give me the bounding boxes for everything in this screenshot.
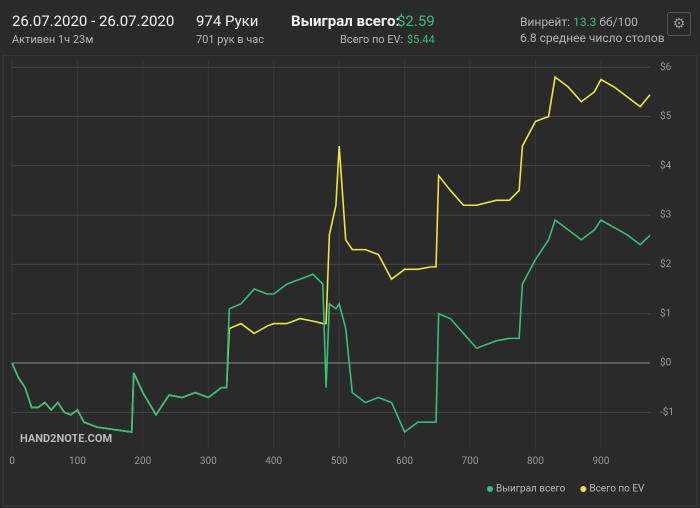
x-tick-label: 0 (9, 456, 15, 467)
x-tick-label: 400 (265, 456, 282, 467)
settings-button[interactable]: ⚙ (667, 12, 691, 36)
winrate-unit: бб/100 (599, 15, 638, 29)
series-line (11, 75, 651, 433)
x-tick-label: 800 (527, 456, 544, 467)
chart-frame (2, 55, 698, 507)
y-tick-label: $3 (660, 208, 671, 221)
x-tick-label: 300 (200, 456, 217, 467)
won-value: $2.59 (397, 12, 435, 30)
y-tick-label: $4 (660, 158, 672, 171)
chart: HAND2NOTE.COM 0 100 200 300 400 500 600 700 800 9… (2, 55, 698, 507)
y-tick-label: $0 (660, 356, 672, 369)
date-range: 26.07.2020 - 26.07.2020 (12, 12, 175, 30)
x-tick-label: 900 (592, 456, 609, 467)
y-tick-label: $6 (660, 60, 672, 73)
x-tick-label: 700 (462, 456, 479, 467)
hands-per-hour: 701 рук в час (196, 33, 265, 46)
ev-value: $5.44 (407, 33, 435, 46)
hands: 974 Руки (196, 12, 259, 30)
watermark: HAND2NOTE.COM (20, 432, 112, 445)
active-time: Активен 1ч 23м (12, 33, 94, 46)
series-line (11, 218, 651, 434)
x-tick-label: 200 (134, 456, 151, 467)
winrate: Винрейт: 13.3 бб/100 (520, 15, 638, 29)
y-tick-label: $1 (660, 306, 671, 319)
legend-marker (580, 486, 587, 492)
tables: 6.8 среднее число столов (520, 31, 665, 45)
x-tick-label: 600 (396, 456, 413, 467)
x-tick-label: 500 (331, 456, 348, 467)
legend-marker (487, 486, 493, 492)
legend-label: Выиграл всего (496, 484, 566, 495)
ev-label: Всего по EV: (340, 33, 404, 46)
legend-label: Всего по EV (589, 484, 645, 495)
x-tick-label: 100 (69, 456, 86, 467)
y-tick-label: -$1 (660, 405, 674, 418)
winrate-value: 13.3 (573, 15, 597, 29)
winrate-label: Винрейт: (520, 15, 571, 29)
won-label: Выиграл всего: (291, 12, 400, 30)
y-tick-label: $5 (660, 109, 672, 122)
y-tick-label: $2 (660, 257, 672, 270)
